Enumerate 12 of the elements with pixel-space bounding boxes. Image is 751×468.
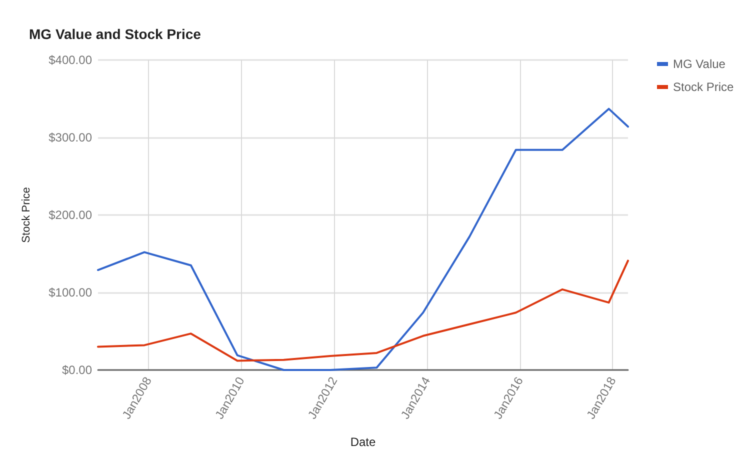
y-tick-label: $100.00 bbox=[48, 286, 92, 300]
legend-label: Stock Price bbox=[673, 80, 734, 94]
x-axis-title: Date bbox=[350, 435, 376, 449]
y-tick-label: $300.00 bbox=[48, 130, 92, 144]
y-tick-label: $200.00 bbox=[48, 208, 92, 222]
line-series bbox=[97, 108, 629, 371]
legend-label: MG Value bbox=[673, 57, 726, 71]
chart-title: MG Value and Stock Price bbox=[29, 26, 202, 42]
y-tick-label: $400.00 bbox=[48, 53, 92, 67]
y-tick-label: $0.00 bbox=[62, 363, 92, 377]
y-axis-title: Stock Price bbox=[20, 187, 32, 243]
line-series bbox=[97, 260, 629, 362]
